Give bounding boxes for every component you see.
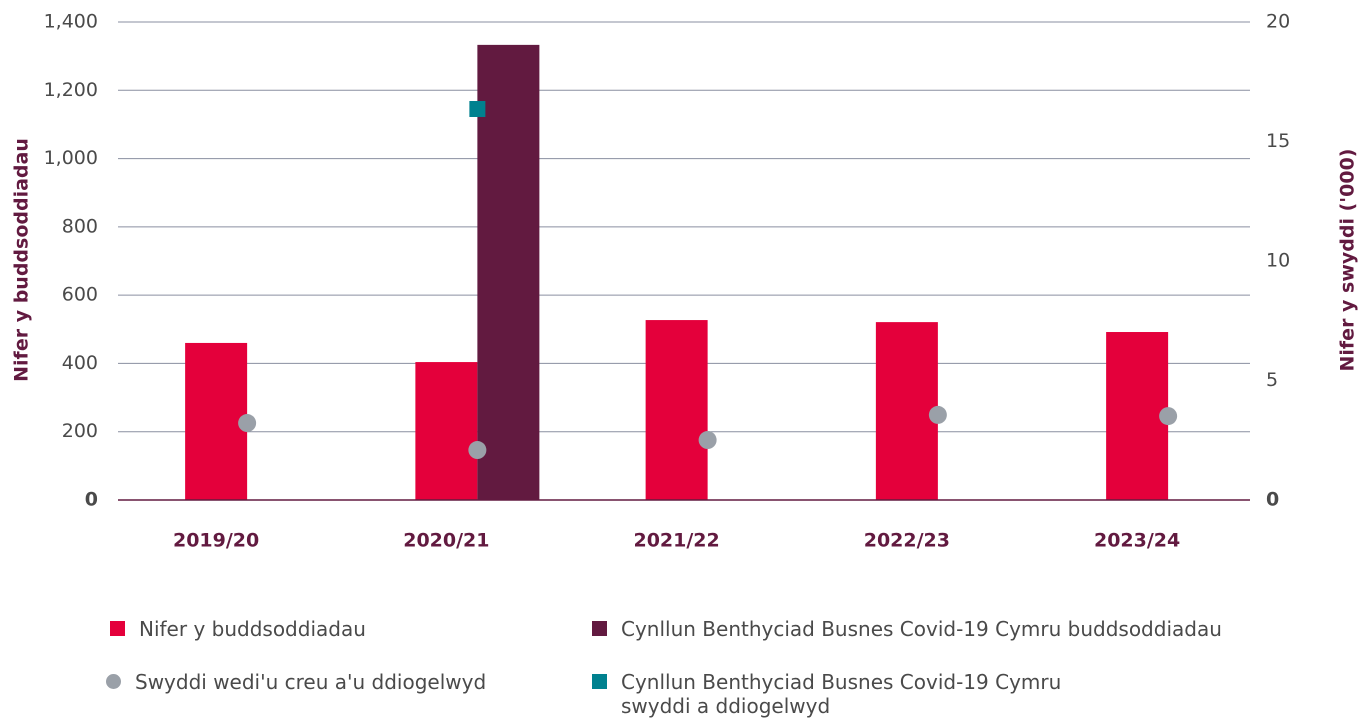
- dot-marker: [468, 441, 487, 460]
- y-tick-label: 1,200: [44, 79, 98, 101]
- legend-swatch: [592, 674, 607, 689]
- dot-marker: [238, 414, 257, 433]
- legend-item: Cynllun Benthyciad Busnes Covid-19 Cymru…: [592, 617, 1312, 641]
- legend-item: Nifer y buddsoddiadau: [110, 617, 830, 641]
- y-tick-label: 0: [85, 489, 98, 511]
- bar: [185, 342, 248, 500]
- bar: [875, 322, 938, 500]
- y2-tick-label: 5: [1266, 369, 1278, 391]
- y2-tick-label: 15: [1266, 130, 1290, 152]
- legend-item: Cynllun Benthyciad Busnes Covid-19 Cymru…: [592, 670, 1062, 718]
- y-tick-label: 1,400: [44, 11, 98, 33]
- chart: Nifer y buddsoddiadau Nifer y swyddi ('0…: [11, 11, 1359, 552]
- x-tick-label: 2023/24: [1094, 530, 1180, 552]
- x-tick-label: 2019/20: [173, 530, 259, 552]
- y2-tick-label: 20: [1266, 11, 1290, 33]
- legend-label: Swyddi wedi'u creu a'u ddiogelwyd: [135, 670, 487, 694]
- legend-swatch: [110, 621, 125, 636]
- x-tick-label: 2020/21: [403, 530, 489, 552]
- legend-label: Cynllun Benthyciad Busnes Covid-19 Cymru…: [621, 670, 1062, 718]
- legend-label: Nifer y buddsoddiadau: [139, 617, 366, 641]
- y-axis-title: Nifer y buddsoddiadau: [11, 138, 33, 382]
- dot-marker: [928, 405, 947, 424]
- legend-swatch: [592, 621, 607, 636]
- x-tick-label: 2021/22: [633, 530, 719, 552]
- y2-axis-title: Nifer y swyddi ('000): [1337, 149, 1359, 372]
- bar: [415, 362, 478, 500]
- y2-tick-label: 10: [1266, 250, 1290, 272]
- legend-label: Cynllun Benthyciad Busnes Covid-19 Cymru…: [621, 617, 1222, 641]
- y-tick-label: 800: [62, 215, 98, 237]
- bar: [477, 44, 540, 501]
- legend-swatch: [106, 674, 121, 689]
- y2-tick-label: 0: [1266, 489, 1279, 511]
- square-marker: [469, 100, 486, 117]
- y-tick-label: 1,000: [44, 147, 98, 169]
- dot-marker: [1159, 407, 1178, 426]
- x-tick-label: 2022/23: [864, 530, 950, 552]
- y-tick-label: 200: [62, 420, 98, 442]
- bar: [645, 320, 708, 500]
- dot-marker: [698, 431, 717, 450]
- legend-item: Swyddi wedi'u creu a'u ddiogelwyd: [106, 670, 826, 694]
- y-tick-label: 600: [62, 284, 98, 306]
- bar: [1106, 332, 1169, 500]
- y-tick-label: 400: [62, 352, 98, 374]
